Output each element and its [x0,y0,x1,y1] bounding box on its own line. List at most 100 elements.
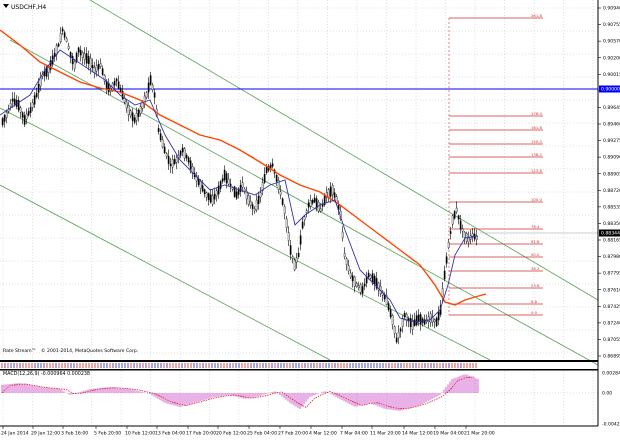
macd-tick-label: -0.004232 [602,422,620,428]
candle-body [321,203,324,207]
time-axis[interactable]: 24 Jan 2014 29 Jan 12:00 3 Feb 16:00 5 Feb … [1,426,495,437]
candle-body [95,65,98,72]
candle-body [157,128,160,132]
candle-body [367,272,370,278]
candle-body [167,156,170,164]
candle-body [183,148,186,159]
channel-line[interactable] [0,184,331,361]
price-tick-label: 0.88165 [603,238,620,244]
candle-body [399,328,402,332]
fib-level-label: 161.8 [531,125,542,130]
candle-body [389,309,392,318]
candle-body [205,192,208,198]
candle-body [457,215,460,220]
candle-body [397,331,400,339]
candle-body [121,90,124,100]
time-tick-label: 7 Mar 04:00 [340,431,368,437]
candle-body [73,61,76,69]
fib-level-label: 76.4 [531,224,540,229]
candle-body [243,188,246,192]
candle-body [447,241,450,249]
candle-body [5,112,8,118]
candle-body [55,45,58,55]
candle-body [63,32,66,38]
candle-body [191,166,194,174]
watermark-line1: Rate Stream™ [3,348,36,354]
candle-body [275,175,278,182]
candle-body [173,159,176,165]
candle-body [375,278,378,289]
candle-body [3,115,6,122]
time-tick-label: 21 Mar 20:00 [464,431,495,437]
candle-body [475,236,478,240]
candle-body [99,63,102,67]
candle-body [241,182,244,188]
channel-line[interactable] [9,39,599,366]
time-tick-label: 14 Mar 12:00 [402,431,433,437]
candle-body [265,167,268,173]
candle-body [409,318,412,327]
candle-body [45,66,48,77]
candle-body [69,52,72,58]
candle-body [443,270,446,280]
candle-body [463,231,466,239]
candle-body [251,204,254,209]
candle-body [229,183,232,187]
candle-body [223,169,226,181]
candle-body [253,208,256,212]
price-tick-label: 0.87055 [603,337,620,343]
fib-level-label: 61.8 [531,239,540,244]
candle-body [1,118,4,126]
candle-body [133,117,136,123]
candle-body [117,81,120,89]
candle-body [309,200,312,207]
candle-body [203,189,206,195]
time-tick-label: 17 Feb 20:00 [186,431,216,437]
candle-body [27,111,30,116]
down-triangle-icon [3,4,9,8]
candle-body [333,192,336,198]
macd-signal-line [1,376,475,410]
candle-body [81,52,84,58]
time-tick-label: 11 Mar 20:00 [370,431,401,437]
candle-body [163,146,166,154]
candle-body [351,275,354,282]
candle-body [195,175,198,182]
candle-body [89,58,92,69]
fib-level-label: 50.0 [531,252,540,257]
symbol-title: USDCHF,H4 [3,4,46,11]
candle-body [125,101,128,109]
channel-line[interactable] [89,0,599,301]
fib-level-label: 8.8 [531,299,538,304]
price-axis[interactable]: 0.909400.907550.905700.902000.900150.898… [598,6,620,360]
candle-body [325,192,328,198]
candle-body [293,259,296,271]
candle-body [279,191,282,196]
candle-body [211,195,214,205]
fib-level-label: 150.0 [531,139,542,144]
candle-body [149,75,152,85]
candle-body [257,195,260,205]
candle-body [237,188,240,195]
candle-body [377,282,380,291]
candle-body [349,272,352,278]
candle-body [453,211,456,219]
macd-histogram [1,374,479,411]
fibonacci-levels[interactable]: 261.8 176.4 161.8 150.0 138.2 123.6 100.0 76.4 6… [448,13,543,316]
candle-body [341,231,344,239]
pane-separator [0,360,598,362]
candle-body [391,315,394,325]
candle-body [327,189,330,198]
moving-average-fast [0,49,479,323]
candle-body [137,109,140,117]
fib-level-label: 0.0 [531,310,538,315]
candle-body [113,81,116,86]
candle-body [423,319,426,325]
candle-body [271,163,274,167]
